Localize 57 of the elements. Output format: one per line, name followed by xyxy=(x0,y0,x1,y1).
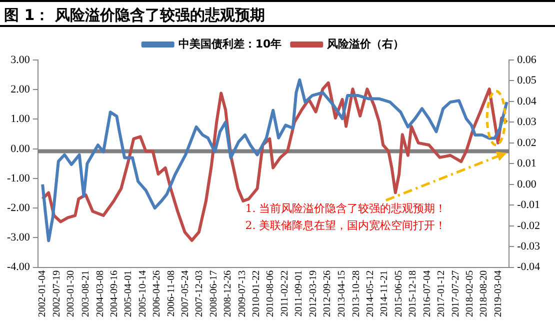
annotation: 1. 当前风险溢价隐含了较强的悲观预期！ xyxy=(245,202,446,216)
x-tick-label: 2008-12-26 xyxy=(222,270,234,318)
y-tick-label: 2.00 xyxy=(10,84,30,96)
x-tick-label: 2010-01-22 xyxy=(250,270,262,318)
y2-tick-label: 0.02 xyxy=(517,136,536,149)
x-tick-label: 2013-04-15 xyxy=(336,270,348,318)
x-tick-label: 2003-08-21 xyxy=(80,270,92,318)
y2-tick-label: -0.04 xyxy=(517,261,540,274)
x-tick-label: 2004-03-08 xyxy=(94,270,106,318)
annotation: 2. 美联储降息在望，国内宽松空间打开！ xyxy=(245,219,446,232)
y-tick-label: -3.00 xyxy=(6,232,30,244)
x-tick-label: 2016-07-04 xyxy=(422,270,434,318)
x-tick-label: 2002-01-04 xyxy=(37,270,48,318)
y2-tick-label: -0.02 xyxy=(517,220,540,232)
x-tick-label: 2007-05-24 xyxy=(180,270,192,318)
y-tick-label: -1.00 xyxy=(6,172,30,184)
y2-tick-label: 0.04 xyxy=(517,95,537,108)
x-tick-label: 2002-07-19 xyxy=(51,270,62,318)
x-tick-label: 2018-08-20 xyxy=(478,270,490,318)
x-tick-label: 2015-12-18 xyxy=(408,270,419,318)
y2-tick-label: -0.03 xyxy=(517,240,540,252)
x-tick-label: 2006-04-26 xyxy=(152,270,163,318)
x-tick-label: 2014-05-12 xyxy=(365,270,376,318)
chart-title: 图 1： 风险溢价隐含了较强的悲观预期 xyxy=(0,0,555,27)
x-tick-label: 2005-04-01 xyxy=(123,270,134,318)
y-tick-label: -2.00 xyxy=(6,202,30,214)
y2-tick-label: 0.05 xyxy=(517,74,537,87)
x-tick-label: 2012-09-26 xyxy=(322,270,333,318)
x-tick-label: 2005-10-14 xyxy=(137,270,148,318)
y2-tick-label: 0.01 xyxy=(517,158,536,170)
x-tick-label: 2015-06-05 xyxy=(393,270,404,318)
x-tick-label: 2017-07-27 xyxy=(450,270,462,318)
y-tick-label: 3.00 xyxy=(10,54,30,66)
x-tick-label: 2019-03-04 xyxy=(492,270,504,318)
x-tick-label: 2003-01-30 xyxy=(66,270,77,318)
x-tick-label: 2013-10-28 xyxy=(350,270,362,318)
y2-tick-label: 0.03 xyxy=(517,116,537,128)
x-tick-label: 2009-07-13 xyxy=(236,270,248,318)
y-tick-label: 1.00 xyxy=(10,113,30,126)
x-tick-label: 2008-06-17 xyxy=(208,270,220,318)
y2-tick-label: -0.01 xyxy=(517,199,540,212)
legend-label: 风险溢价（右） xyxy=(326,37,404,50)
legend-label: 中美国债利差：10年 xyxy=(178,37,282,50)
y-tick-label: -4.00 xyxy=(6,261,30,274)
x-tick-label: 2018-02-05 xyxy=(464,270,476,318)
y-tick-label: 0.00 xyxy=(10,142,30,155)
x-tick-label: 2017-01-12 xyxy=(436,270,448,318)
x-tick-label: 2011-09-01 xyxy=(294,270,305,317)
x-tick-label: 2011-02-22 xyxy=(280,270,291,317)
y2-tick-label: 0.00 xyxy=(517,178,537,190)
x-tick-label: 2004-09-16 xyxy=(108,270,120,318)
x-tick-label: 2012-03-19 xyxy=(308,270,320,318)
y2-tick-label: 0.06 xyxy=(517,54,537,66)
x-tick-label: 2006-11-08 xyxy=(166,270,177,317)
x-tick-label: 2014-11-21 xyxy=(379,270,390,317)
x-tick-label: 2007-12-03 xyxy=(194,270,206,318)
x-tick-label: 2010-08-06 xyxy=(265,270,276,318)
